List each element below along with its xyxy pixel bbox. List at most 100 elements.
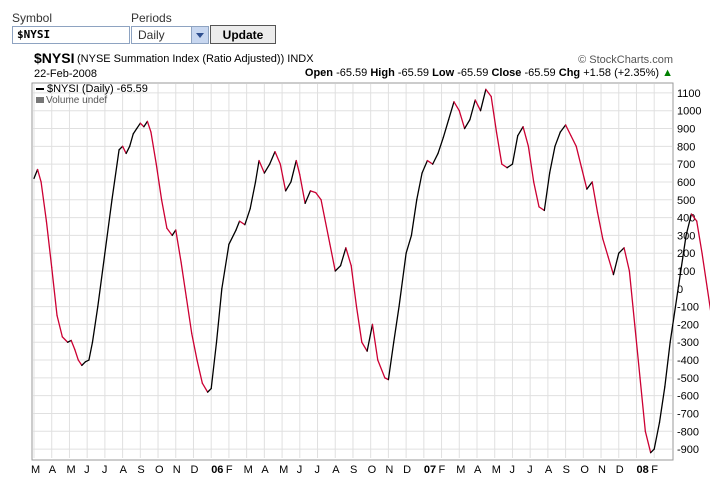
periods-select[interactable]: Daily (131, 26, 209, 44)
brand-label: © StockCharts.com (578, 54, 673, 66)
series-segment (538, 206, 545, 212)
y-tick-label: 800 (677, 141, 695, 153)
open-value: -65.59 (336, 67, 368, 79)
series-segment (398, 252, 407, 308)
x-tick-label: A (49, 464, 57, 476)
x-tick-label: O (155, 464, 164, 476)
series-segment (228, 229, 237, 245)
series-segment (658, 386, 666, 424)
series-segment (570, 134, 577, 147)
series-segment (121, 145, 127, 155)
y-tick-label: 400 (677, 213, 695, 225)
toolbar: Symbol Periods $NYSI Daily Update (0, 0, 710, 50)
series-segment (575, 145, 583, 169)
x-tick-label: J (84, 464, 90, 476)
symbol-label: Symbol (12, 11, 53, 25)
volume-bars-icon (36, 97, 44, 104)
x-tick-label: S (137, 464, 144, 476)
series-segment (45, 220, 53, 269)
x-tick-label: A (474, 464, 482, 476)
x-tick-label: O (580, 464, 589, 476)
series-segment (377, 359, 386, 379)
y-tick-label: 600 (677, 177, 695, 189)
periods-select-value: Daily (138, 28, 165, 42)
x-tick-label: O (368, 464, 377, 476)
x-tick-label: D (190, 464, 198, 476)
series-segment (221, 243, 230, 290)
series-segment (279, 163, 287, 192)
y-tick-label: -200 (677, 319, 699, 331)
series-segment (258, 159, 266, 174)
series-segment (554, 131, 561, 147)
series-segment (175, 229, 182, 263)
x-tick-label: M (279, 464, 288, 476)
series-segment (143, 120, 149, 128)
series-segment (104, 199, 113, 254)
series-segment (361, 341, 368, 352)
series-segment (580, 167, 588, 190)
series-segment (185, 297, 193, 334)
series-segment (458, 110, 466, 130)
series-segment (215, 288, 223, 343)
legend-series: $NYSI (Daily) -65.59 (36, 84, 148, 95)
up-arrow-icon: ▲ (662, 67, 673, 79)
y-axis: 110010009008007006005004003002001000-100… (677, 88, 701, 456)
series-segment (238, 220, 246, 226)
series-segment (84, 359, 90, 363)
low-value: -65.59 (457, 67, 489, 79)
series-segment (421, 159, 429, 174)
y-tick-label: -400 (677, 355, 699, 367)
series-segment (249, 181, 257, 210)
open-label: Open (304, 67, 334, 79)
series-segment (405, 234, 413, 254)
y-tick-label: 700 (677, 159, 695, 171)
legend-volume: Volume undef (36, 95, 148, 106)
y-tick-label: -300 (677, 337, 699, 349)
series-segment (339, 247, 347, 267)
series-segment (653, 421, 661, 450)
series-segment (74, 348, 79, 361)
series-segment (393, 305, 400, 343)
series-segment (564, 124, 572, 137)
series-segment (628, 270, 636, 326)
series-segment (623, 247, 631, 272)
series-segment (432, 152, 439, 165)
symbol-input[interactable]: $NYSI (12, 26, 130, 44)
x-tick-label: A (332, 464, 340, 476)
x-tick-label: N (173, 464, 181, 476)
series-segment (696, 220, 703, 254)
series-segment (315, 191, 322, 201)
update-button[interactable]: Update (210, 25, 276, 44)
series-segment (304, 190, 312, 204)
series-segment (350, 265, 358, 308)
x-tick-label: A (261, 464, 269, 476)
chart-description: (NYSE Summation Index (Ratio Adjusted)) … (77, 53, 314, 65)
series-segment (612, 252, 620, 276)
series-segment (501, 163, 508, 169)
series-segment (680, 234, 687, 272)
series-segment (160, 199, 168, 229)
series-segment (132, 127, 138, 135)
series-segment (201, 382, 209, 393)
chevron-down-icon[interactable] (191, 27, 208, 43)
series-segment (111, 149, 120, 201)
series-segment (533, 181, 540, 208)
series-segment (685, 213, 693, 237)
series-segment (690, 213, 698, 222)
series-segment (244, 208, 251, 226)
line-key-icon (36, 88, 44, 91)
nysi-series (33, 88, 710, 454)
chg-label: Chg (558, 67, 581, 79)
legend-series-text: $NYSI (Daily) -65.59 (47, 83, 148, 95)
series-segment (97, 252, 106, 308)
x-tick-label: D (403, 464, 411, 476)
x-tick-label: A (545, 464, 553, 476)
series-segment (129, 133, 134, 147)
x-tick-label: F (651, 464, 658, 476)
grid-lines (33, 84, 672, 458)
series-segment (36, 168, 42, 183)
series-segment (323, 216, 331, 245)
series-segment (91, 305, 99, 343)
x-tick-label: J (527, 464, 533, 476)
